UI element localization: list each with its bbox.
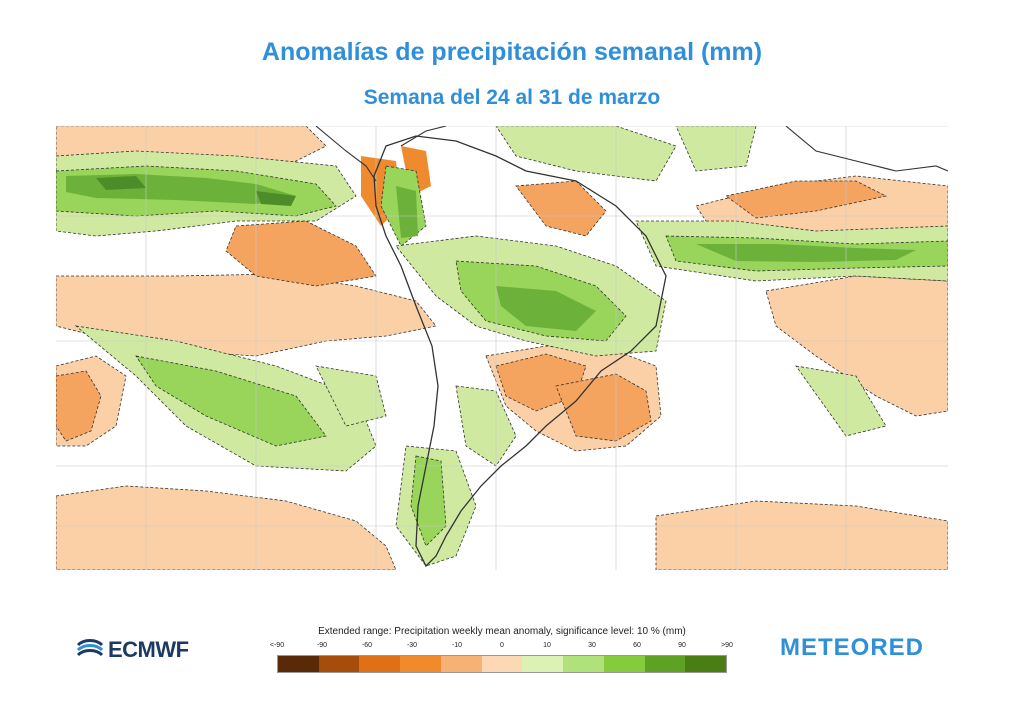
legend-swatch (359, 656, 401, 672)
legend-ticks: <-90 -90 -60 -30 -10 0 10 30 60 90 >90 (270, 642, 733, 654)
ecmwf-swirl-icon (76, 639, 104, 657)
orange-regions (56, 180, 888, 442)
page-title: Anomalías de precipitación semanal (mm) (261, 38, 763, 66)
map-svg (56, 126, 948, 570)
legend-tick-label: 30 (588, 642, 596, 649)
legend-swatch (278, 656, 319, 672)
ecmwf-logo-text: ECMWF (108, 637, 189, 662)
legend-swatch (563, 656, 604, 672)
legend-swatch (522, 656, 564, 672)
legend-swatch (400, 656, 441, 672)
darkest-green-regions (96, 176, 296, 206)
legend-tick-label: -60 (361, 642, 373, 649)
legend-swatch (481, 656, 523, 672)
legend-tick-label: >90 (721, 642, 733, 649)
central-america-coastline (315, 126, 447, 182)
legend-tick-label: <-90 (269, 642, 285, 649)
legend-tick-label: -10 (451, 642, 463, 649)
legend-tick-label: 10 (543, 642, 551, 649)
legend-swatch (603, 656, 645, 672)
meteored-logo: METEORED (780, 634, 925, 661)
legend-title: Extended range: Precipitation weekly mea… (318, 626, 686, 637)
legend-tick-label: 0 (500, 642, 504, 649)
africa-coastline (785, 126, 948, 172)
ecmwf-logo: ECMWF (76, 636, 189, 664)
legend-color-bar (277, 655, 727, 673)
south-america-coastline (373, 135, 667, 568)
legend-swatch (685, 656, 727, 672)
legend-swatch (644, 656, 686, 672)
legend-swatch (318, 656, 360, 672)
page-subtitle: Semana del 24 al 31 de marzo (363, 86, 661, 109)
legend-tick-label: 90 (678, 642, 686, 649)
legend-tick-label: 60 (633, 642, 641, 649)
precipitation-anomaly-map (56, 126, 948, 570)
legend-tick-label: -30 (406, 642, 418, 649)
legend-tick-label: -90 (316, 642, 328, 649)
legend-swatch (440, 656, 482, 672)
